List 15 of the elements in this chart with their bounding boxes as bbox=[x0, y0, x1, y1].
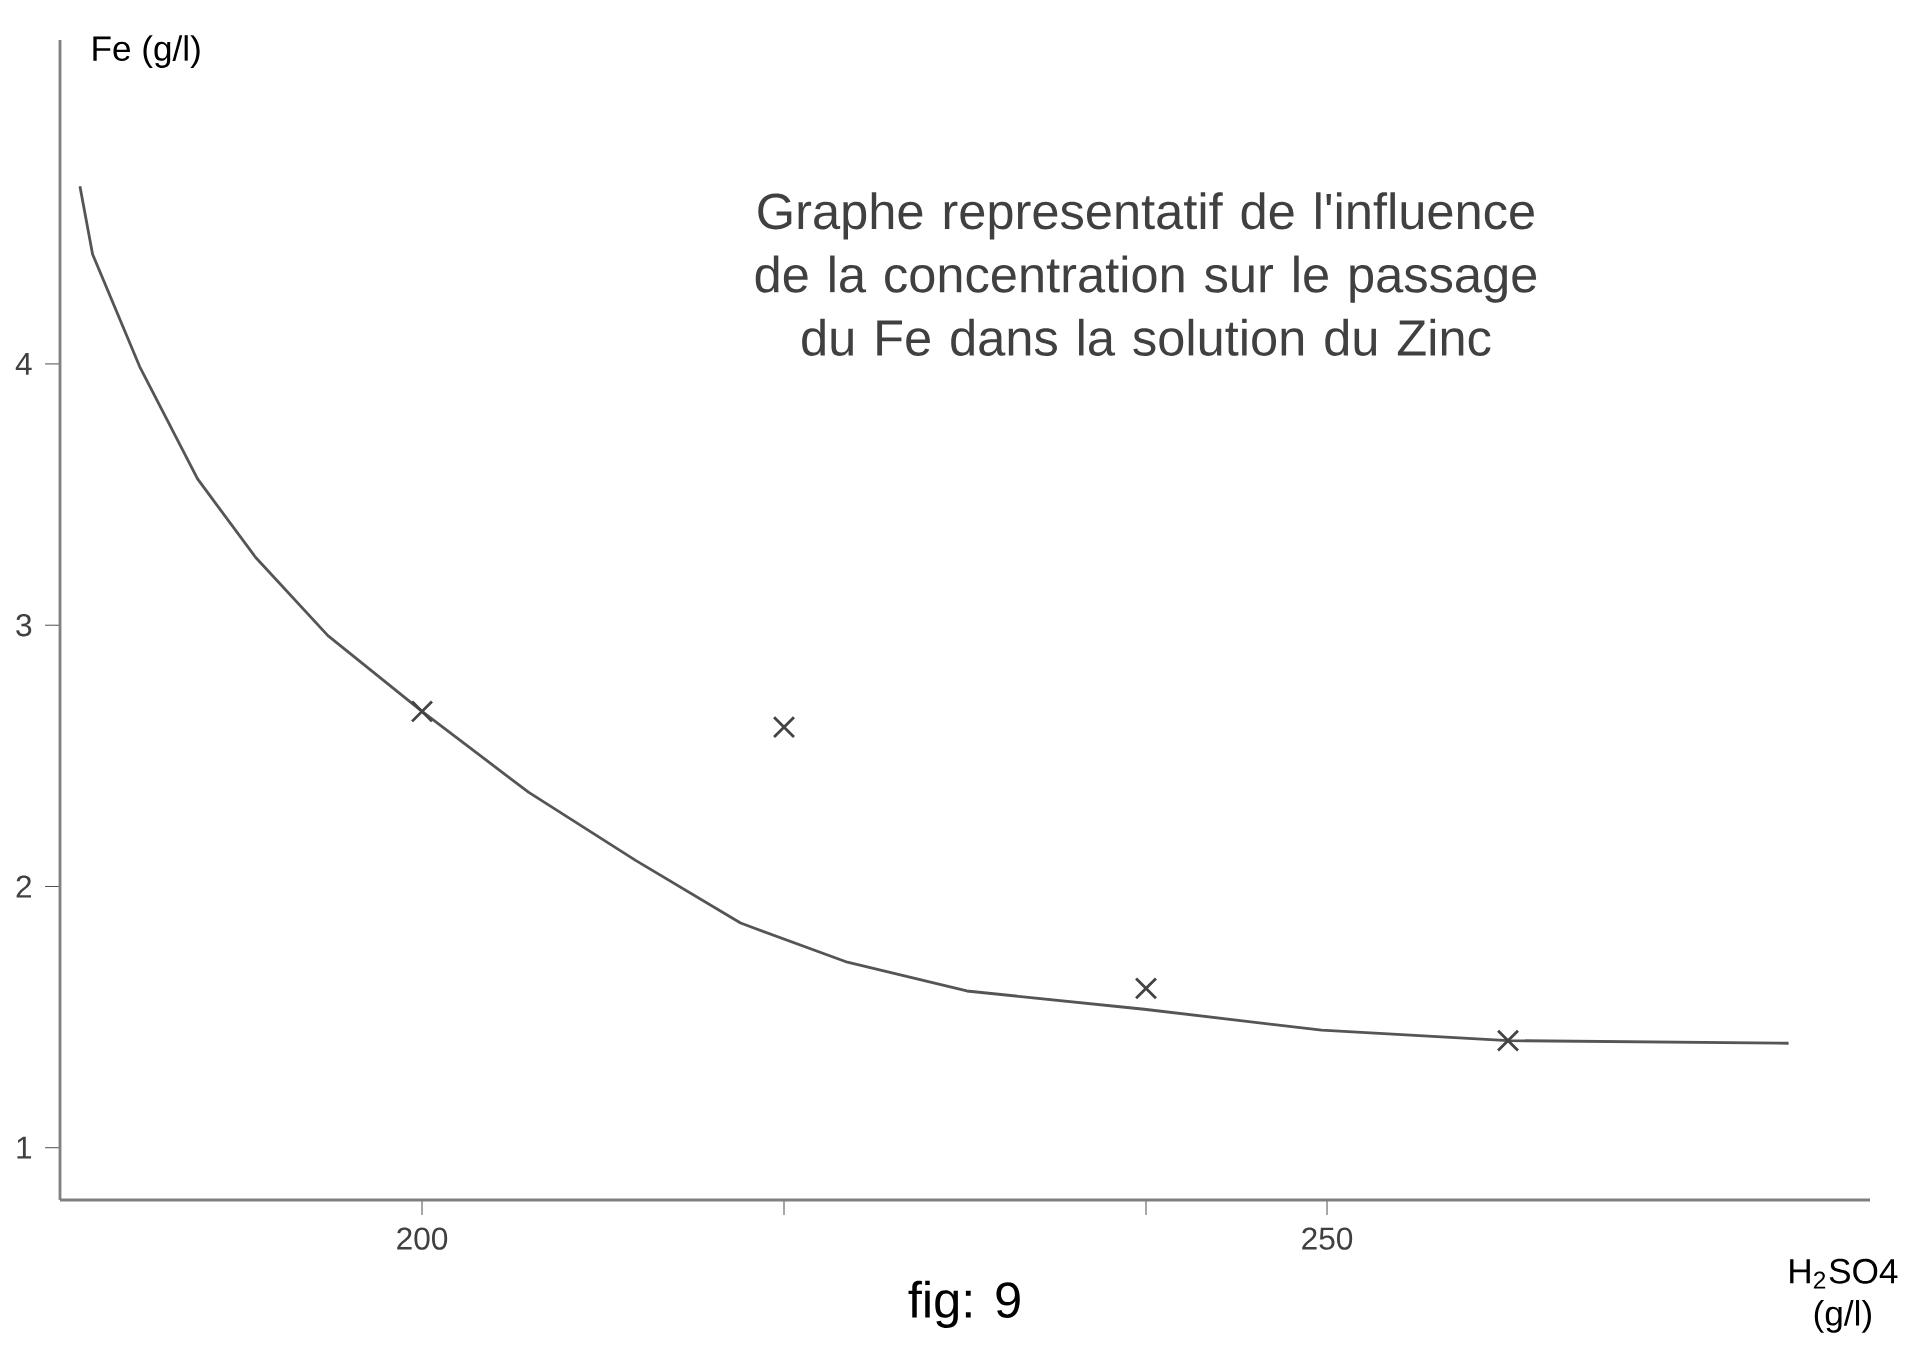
line-series bbox=[78, 184, 1790, 1045]
x-tick-label: 200 bbox=[397, 1227, 448, 1250]
y-axis-title: Fe (g/l) bbox=[93, 35, 200, 68]
x-axis-title: H$_{2}$SO4 (g/l) bbox=[1790, 1258, 1898, 1333]
y-tick-label: 3 bbox=[16, 613, 32, 637]
point bbox=[1134, 977, 1158, 1000]
text: fig: 9 bbox=[908, 1280, 1020, 1328]
x-tick-label: 250 bbox=[1302, 1227, 1353, 1250]
y-tick-label: 4 bbox=[15, 353, 32, 375]
y-tick-label: 2 bbox=[16, 875, 31, 898]
y-tick-label: 1 bbox=[17, 1136, 32, 1159]
text: Graphe representatif de l'influence de la concentration sur le passage du Fe dans la solution du Zinc bbox=[755, 192, 1537, 356]
point bbox=[410, 700, 434, 723]
point bbox=[772, 715, 796, 739]
point bbox=[1496, 1029, 1520, 1052]
